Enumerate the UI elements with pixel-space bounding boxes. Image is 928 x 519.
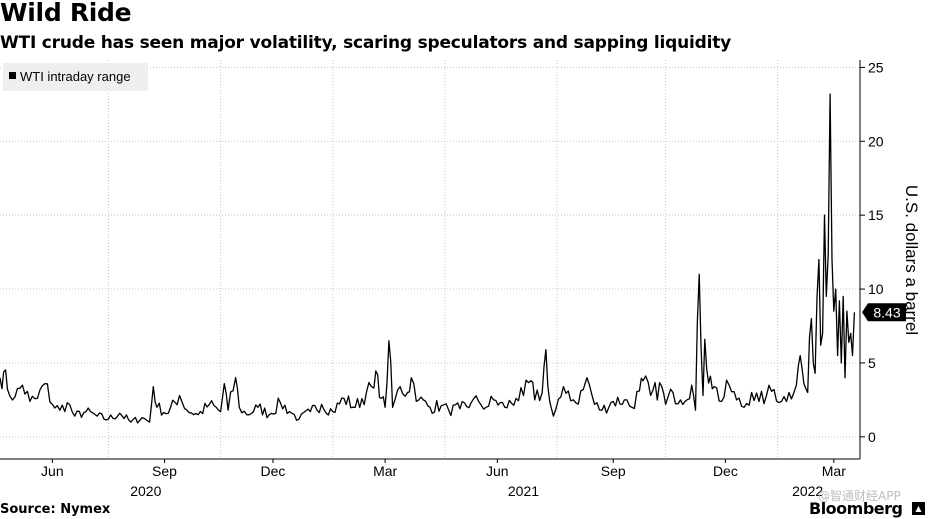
vertical-gridlines <box>107 60 779 459</box>
brand-logo: Bloomberg <box>809 499 903 518</box>
chart-title: Wild Ride <box>0 0 132 27</box>
series-line-wti-intraday-range <box>0 93 856 424</box>
x-tick-label: Jun <box>41 463 64 479</box>
x-tick-group: Jun Sep Dec Mar Jun Sep Dec Mar <box>41 459 846 479</box>
plot-background <box>0 60 860 459</box>
legend-background <box>3 63 148 91</box>
year-label-group: 2020 2021 2022 <box>130 483 823 499</box>
year-label: 2022 <box>792 483 823 499</box>
legend: WTI intraday range <box>3 63 148 91</box>
last-value-callout: 8.43 <box>862 303 906 322</box>
x-tick-label: Mar <box>373 463 397 479</box>
x-tick-label: Sep <box>601 463 626 479</box>
x-tick-label: Dec <box>713 463 738 479</box>
bloomberg-chart-icon: ▲ <box>912 502 925 515</box>
last-value-badge <box>862 303 906 322</box>
horizontal-gridlines <box>0 66 860 438</box>
legend-label: WTI intraday range <box>20 69 131 84</box>
y-tick-group: 0 5 10 15 20 25 <box>860 59 884 445</box>
watermark: @智通财经APP <box>818 489 901 503</box>
legend-swatch <box>9 72 16 79</box>
chart-subtitle: WTI crude has seen major volatility, sca… <box>0 33 732 53</box>
x-tick-label: Dec <box>261 463 286 479</box>
y-tick-label: 20 <box>868 133 884 149</box>
last-value-text: 8.43 <box>873 304 900 320</box>
source-note: Source: Nymex <box>0 502 111 517</box>
y-tick-label: 5 <box>868 355 876 371</box>
y-tick-label: 15 <box>868 207 884 223</box>
series-group <box>0 93 856 424</box>
y-tick-label: 0 <box>868 429 876 445</box>
axes-group <box>0 60 861 460</box>
x-tick-label: Sep <box>152 463 177 479</box>
year-label: 2020 <box>130 483 161 499</box>
x-tick-label: Jun <box>486 463 509 479</box>
year-label: 2021 <box>508 483 539 499</box>
y-axis-label: U.S. dollars a barrel <box>902 185 921 335</box>
x-tick-label: Mar <box>822 463 846 479</box>
y-tick-label: 25 <box>868 59 884 75</box>
y-tick-label: 10 <box>868 281 884 297</box>
